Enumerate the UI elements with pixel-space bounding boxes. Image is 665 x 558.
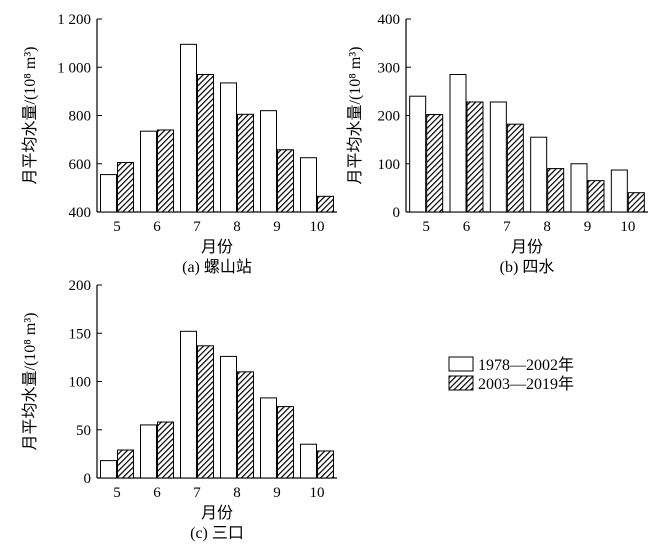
bar-1978-2002-month-6 (449, 73, 467, 213)
bar-2003-2019-month-8 (237, 371, 254, 479)
x-tick-label: 6 (153, 219, 161, 235)
x-axis-title: 月份 (201, 504, 233, 522)
bar-2003-2019-month-10 (627, 192, 645, 213)
bar-1978-2002-month-9 (260, 397, 277, 479)
bar-1978-2002-month-6 (140, 130, 157, 213)
y-tick-label: 800 (69, 109, 92, 125)
bar-2003-2019-month-7 (197, 345, 214, 479)
y-tick-label: 100 (69, 375, 92, 391)
bar-2003-2019-month-7 (506, 123, 524, 213)
bar-1978-2002-month-8 (220, 82, 237, 213)
y-tick-label: 150 (69, 326, 92, 342)
y-tick-label: 200 (378, 109, 401, 125)
y-tick-label: 200 (69, 278, 92, 294)
x-tick-label: 7 (193, 485, 201, 501)
y-axis-title: 月平均水量/(10⁸ m³) (21, 313, 39, 451)
bar-2003-2019-month-9 (587, 180, 605, 213)
x-tick-label: 7 (503, 219, 511, 235)
x-tick-label: 6 (153, 485, 161, 501)
x-tick-label: 8 (233, 485, 241, 501)
bar-1978-2002-month-8 (530, 136, 548, 213)
x-axis-title: 月份 (201, 238, 233, 256)
x-tick-label: 10 (310, 485, 325, 501)
x-tick-label: 5 (113, 485, 121, 501)
y-tick-label: 100 (378, 157, 401, 173)
y-tick-label: 1 200 (57, 12, 91, 28)
x-tick-label: 10 (620, 219, 635, 235)
x-tick-label: 7 (193, 219, 201, 235)
bar-1978-2002-month-5 (409, 95, 427, 213)
bar-2003-2019-month-6 (466, 101, 484, 213)
y-tick-label: 0 (393, 205, 401, 221)
x-tick-label: 5 (422, 219, 430, 235)
y-tick-label: 400 (378, 12, 401, 28)
panel-sishui: 0 100 200 300 400 5 6 7 8 9 10 月份 (b) 四水 月平均水量/(10⁸ m… (346, 12, 648, 276)
bar-1978-2002-month-8 (220, 355, 237, 479)
x-tick-label: 8 (233, 219, 241, 235)
bar-2003-2019-month-9 (277, 149, 294, 213)
panel-caption: (c) 三口 (190, 525, 244, 542)
panel-luoshan: 400 600 800 1 000 1 200 5 6 7 8 9 10 月份 (a) 螺山站 月平均水量… (21, 12, 337, 276)
legend-label-2003-2019: 2003—2019年 (478, 375, 574, 393)
legend-label-1978-2002: 1978—2002年 (478, 356, 574, 374)
bar-2003-2019-month-10 (317, 450, 334, 479)
bar-2003-2019-month-5 (117, 449, 134, 479)
panel-sankou: 0 50 100 150 200 5 6 7 8 9 10 月份 (c) 三口 月平均水量/(10⁸ m³… (21, 278, 337, 542)
legend-swatch-1978-2002 (448, 356, 474, 372)
bar-2003-2019-month-5 (426, 114, 444, 213)
bar-1978-2002-month-5 (100, 460, 117, 479)
y-tick-label: 300 (378, 60, 401, 76)
bar-2003-2019-month-6 (157, 421, 174, 479)
y-tick-label: 50 (76, 423, 91, 439)
legend: 1978—2002年 2003—2019年 (448, 356, 574, 393)
bar-1978-2002-month-7 (180, 330, 197, 479)
bar-2003-2019-month-5 (117, 162, 134, 213)
bar-2003-2019-month-9 (277, 406, 294, 479)
x-tick-label: 8 (543, 219, 551, 235)
bar-2003-2019-month-7 (197, 73, 214, 213)
x-tick-label: 6 (463, 219, 471, 235)
y-tick-label: 1 000 (57, 60, 91, 76)
y-axis-title: 月平均水量/(10⁸ m³) (21, 47, 39, 185)
y-tick-label: 400 (69, 205, 92, 221)
bar-1978-2002-month-9 (570, 163, 588, 213)
x-tick-label: 5 (113, 219, 121, 235)
panel-caption: (a) 螺山站 (182, 258, 252, 276)
x-tick-label: 9 (273, 485, 281, 501)
x-tick-label: 10 (310, 219, 325, 235)
x-tick-label: 9 (584, 219, 592, 235)
y-tick-label: 0 (84, 471, 92, 487)
bar-1978-2002-month-7 (180, 43, 197, 213)
y-tick-label: 600 (69, 157, 92, 173)
x-tick-label: 9 (273, 219, 281, 235)
bar-1978-2002-month-7 (489, 101, 507, 213)
x-axis-title: 月份 (511, 238, 543, 256)
bar-1978-2002-month-10 (300, 443, 317, 479)
bar-1978-2002-month-5 (100, 174, 117, 213)
bar-2003-2019-month-10 (317, 195, 334, 213)
legend-swatch-2003-2019 (448, 375, 474, 391)
bar-1978-2002-month-10 (610, 169, 628, 213)
bar-1978-2002-month-10 (300, 157, 317, 213)
panel-caption: (b) 四水 (500, 258, 555, 276)
bar-2003-2019-month-8 (237, 113, 254, 213)
bar-2003-2019-month-6 (157, 129, 174, 213)
bar-1978-2002-month-9 (260, 110, 277, 213)
bar-1978-2002-month-6 (140, 424, 157, 479)
y-axis-title: 月平均水量/(10⁸ m³) (346, 47, 364, 185)
bar-2003-2019-month-8 (547, 168, 565, 213)
